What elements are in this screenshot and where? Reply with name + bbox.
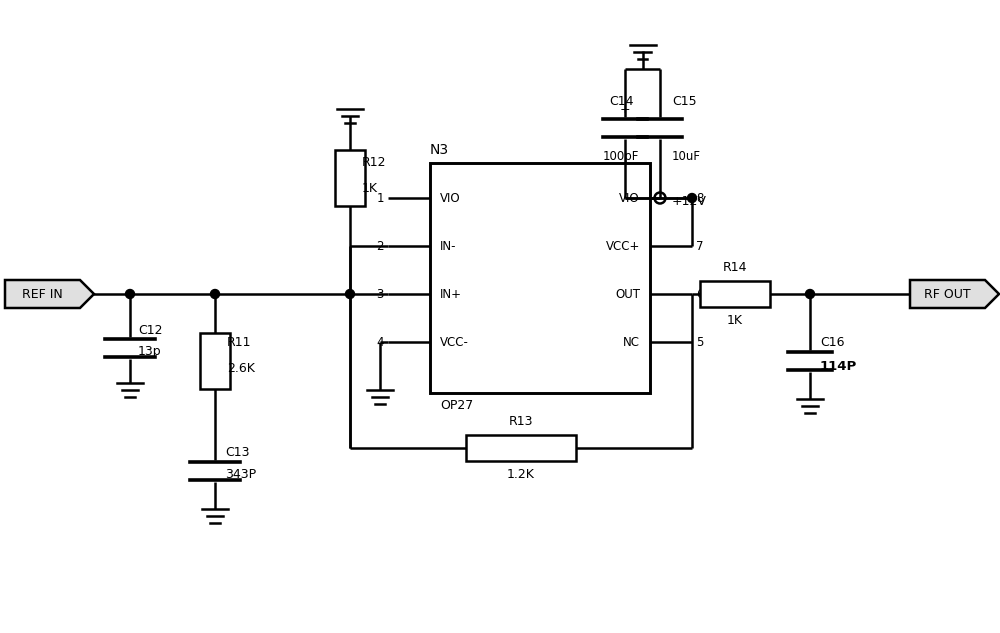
Text: 2: 2 — [376, 239, 384, 253]
Text: IN+: IN+ — [440, 287, 462, 301]
Text: R12: R12 — [362, 156, 386, 170]
Text: VIO: VIO — [440, 192, 461, 204]
Text: 5: 5 — [696, 335, 703, 349]
Bar — [466, 435, 576, 461]
Circle shape — [806, 289, 814, 299]
Polygon shape — [910, 280, 999, 308]
Text: R11: R11 — [227, 337, 252, 349]
Text: 1K: 1K — [727, 314, 743, 327]
Text: 13p: 13p — [138, 346, 162, 358]
Bar — [335, 150, 365, 206]
Text: RF OUT: RF OUT — [924, 287, 971, 301]
Text: C13: C13 — [225, 446, 250, 460]
Text: VCC+: VCC+ — [606, 239, 640, 253]
Text: 8: 8 — [696, 192, 703, 204]
Text: 10uF: 10uF — [672, 150, 701, 163]
Text: 6: 6 — [696, 287, 704, 301]
Text: +12V: +12V — [672, 194, 707, 208]
Text: VCC-: VCC- — [440, 335, 469, 349]
Text: 100pF: 100pF — [603, 150, 639, 163]
Text: VIO: VIO — [619, 192, 640, 204]
Text: 1.2K: 1.2K — [507, 468, 535, 481]
Circle shape — [346, 289, 354, 299]
Text: IN-: IN- — [440, 239, 456, 253]
Text: REF IN: REF IN — [22, 287, 63, 301]
Text: C15: C15 — [672, 95, 697, 108]
Text: OUT: OUT — [615, 287, 640, 301]
Text: 343P: 343P — [225, 468, 256, 482]
Text: 1K: 1K — [362, 182, 378, 194]
Circle shape — [688, 194, 696, 203]
Circle shape — [210, 289, 220, 299]
Text: R14: R14 — [723, 261, 747, 274]
Text: C16: C16 — [820, 337, 844, 349]
Text: C12: C12 — [138, 323, 162, 337]
Text: 2.6K: 2.6K — [227, 363, 255, 375]
Bar — [430, 163, 650, 393]
Bar — [700, 281, 770, 307]
Text: 4: 4 — [376, 335, 384, 349]
Bar — [200, 333, 230, 389]
Text: 7: 7 — [696, 239, 704, 253]
Circle shape — [126, 289, 134, 299]
Text: 3: 3 — [377, 287, 384, 301]
Polygon shape — [5, 280, 94, 308]
Text: C14: C14 — [609, 95, 633, 108]
Text: 114P: 114P — [820, 361, 857, 373]
Text: R13: R13 — [509, 415, 533, 428]
Text: N3: N3 — [430, 143, 449, 157]
Text: NC: NC — [623, 335, 640, 349]
Text: +: + — [619, 103, 630, 116]
Text: OP27: OP27 — [440, 399, 473, 412]
Text: 1: 1 — [376, 192, 384, 204]
